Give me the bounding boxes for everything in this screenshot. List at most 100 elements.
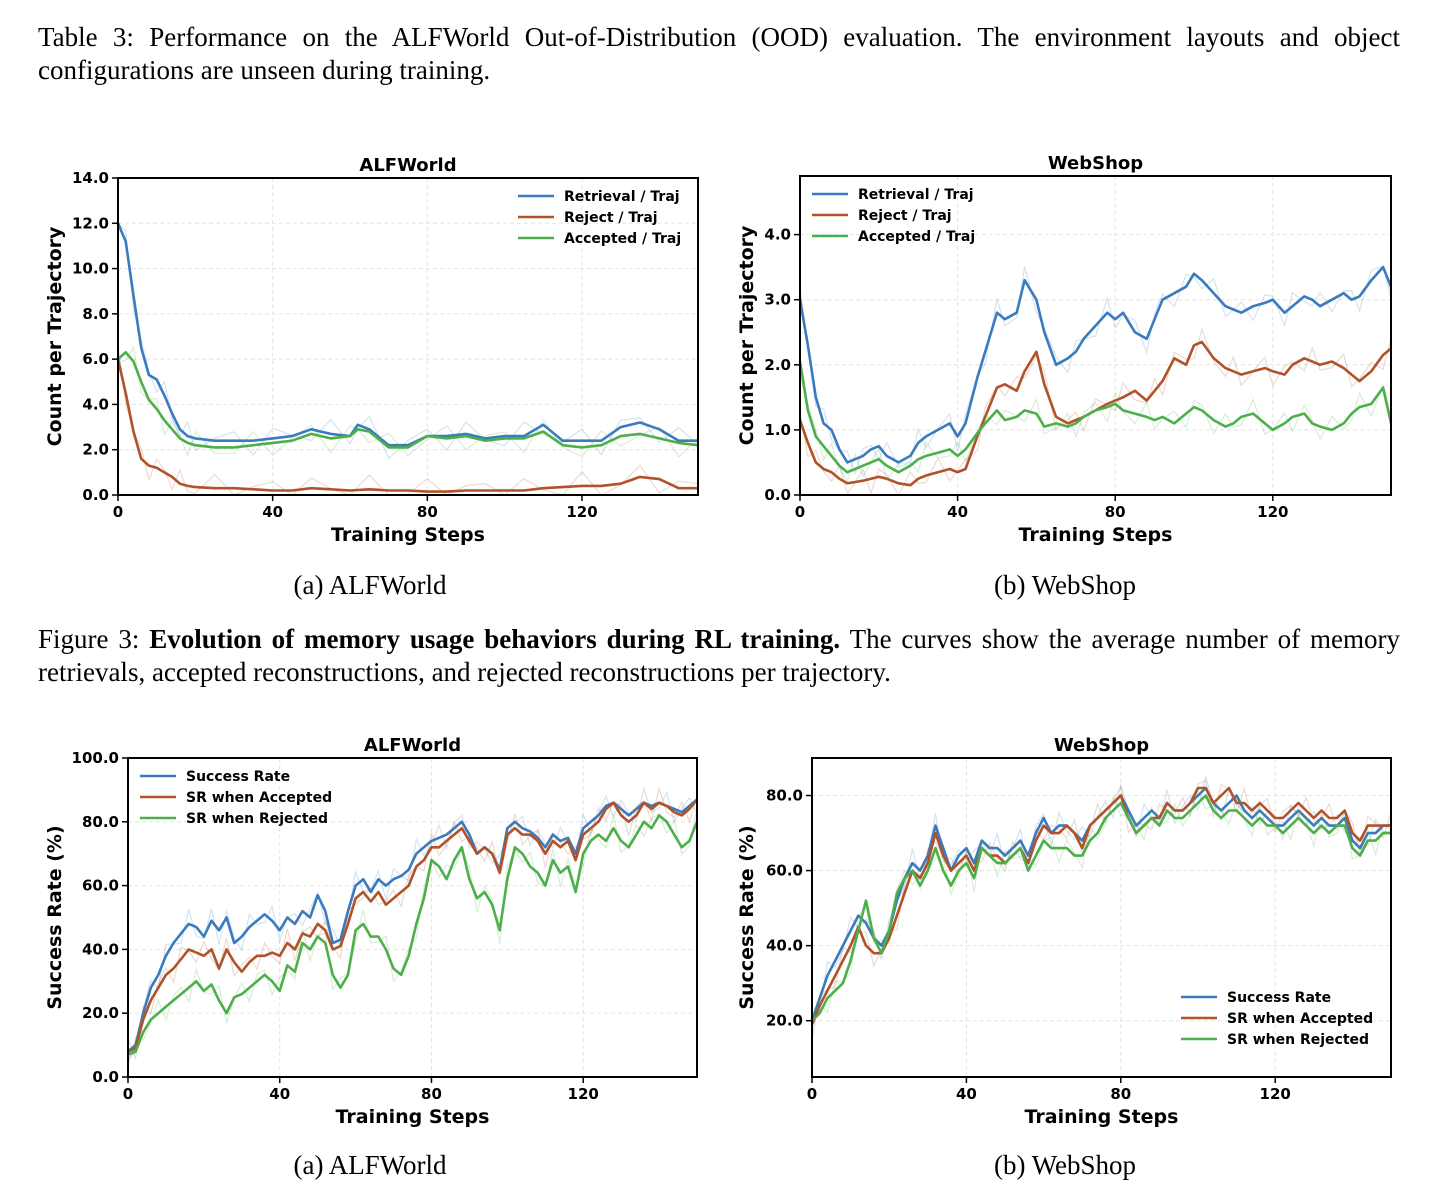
- chart-alfworld-counts: 0 40 80 120 0.0 2.0 4.0 6.0 8.0 10.0 12.0 14.0 ALFWo…: [38, 148, 708, 548]
- y-tick-label: 80.0: [766, 787, 803, 805]
- x-tick-label: 120: [566, 503, 597, 521]
- chart-webshop-counts: 0 40 80 120 0.0 1.0 2.0 3.0 4.0 WebShop Training S…: [728, 148, 1403, 548]
- chart-title: WebShop: [1048, 153, 1143, 174]
- series-line-0: [127, 798, 698, 1053]
- series-line-2: [811, 794, 1391, 1022]
- y-tick-label: 100.0: [72, 749, 119, 767]
- y-tick-label: 4.0: [82, 395, 109, 413]
- y-tick-label: 60.0: [82, 877, 119, 895]
- subcaption-b-webshop: (b) WebShop: [993, 570, 1137, 600]
- x-tick-label: 80: [1105, 503, 1126, 521]
- series-line-0: [116, 222, 698, 447]
- x-tick-label: 0: [807, 1085, 817, 1103]
- table-caption: Table 3: Performance on the ALFWorld Out…: [38, 22, 1400, 85]
- chart-webshop-success: 0 40 80 120 20.0 40.0 60.0 80.0 WebShop Training …: [728, 730, 1403, 1130]
- plot-frame: [127, 757, 698, 1078]
- x-axis-label: Training Steps: [331, 524, 485, 546]
- y-tick-label: 8.0: [82, 305, 109, 323]
- figure3-bold: Evolution of memory usage behaviors duri…: [149, 624, 841, 654]
- x-tick-label: 80: [1110, 1085, 1131, 1103]
- chart-svg: 0 40 80 120 20.0 40.0 60.0 80.0 WebShop Training …: [736, 735, 1392, 1128]
- legend-label: Retrieval / Traj: [564, 189, 680, 205]
- subcaption-b-webshop-2: (b) WebShop: [993, 1150, 1137, 1180]
- x-tick-label: 120: [568, 1085, 599, 1103]
- figure3-label: Figure 3:: [38, 624, 140, 654]
- y-tick-label: 20.0: [766, 1012, 803, 1030]
- subcaption-a-alfworld: (a) ALFWorld: [293, 570, 447, 600]
- x-axis-label: Training Steps: [1025, 1106, 1179, 1128]
- series-raw-line: [811, 788, 1392, 1020]
- series-line-2: [798, 361, 1393, 474]
- legend-label: Success Rate: [1227, 990, 1331, 1006]
- chart-title: WebShop: [1054, 735, 1149, 756]
- series-raw-line: [117, 222, 699, 460]
- series-line-1: [116, 358, 698, 493]
- series-raw-line: [799, 375, 1392, 483]
- legend-label: Accepted / Traj: [564, 231, 681, 247]
- y-tick-label: 12.0: [72, 214, 109, 232]
- chart-svg: 0 40 80 120 0.0 20.0 40.0 60.0 80.0 100.0 ALFWorld…: [44, 735, 699, 1128]
- legend-label: Reject / Traj: [858, 208, 952, 224]
- legend-label: SR when Accepted: [186, 790, 332, 806]
- y-tick-label: 40.0: [766, 937, 803, 955]
- legend-label: Reject / Traj: [564, 210, 658, 226]
- series-raw-line: [117, 345, 699, 458]
- chart-svg: 0 40 80 120 0.0 1.0 2.0 3.0 4.0 WebShop Training S…: [736, 153, 1393, 546]
- plot-frame: [799, 175, 1392, 496]
- legend-label: Accepted / Traj: [858, 229, 975, 245]
- series-line-1: [810, 786, 1391, 1025]
- y-axis-label: Success Rate (%): [44, 825, 66, 1009]
- y-tick-label: 0.0: [82, 486, 109, 504]
- y-axis-label: Success Rate (%): [736, 825, 758, 1009]
- y-tick-label: 1.0: [764, 421, 791, 439]
- legend-label: Retrieval / Traj: [858, 187, 974, 203]
- y-axis-label: Count per Trajectory: [44, 226, 66, 446]
- x-tick-label: 120: [1257, 503, 1288, 521]
- chart-title: ALFWorld: [359, 155, 456, 176]
- plot-frame: [117, 177, 699, 496]
- x-tick-label: 0: [113, 503, 123, 521]
- series-line-1: [127, 798, 699, 1053]
- legend-label: SR when Accepted: [1227, 1011, 1373, 1027]
- x-axis-label: Training Steps: [336, 1106, 490, 1128]
- y-tick-label: 3.0: [764, 291, 791, 309]
- y-tick-label: 20.0: [82, 1004, 119, 1022]
- y-tick-label: 6.0: [82, 350, 109, 368]
- x-tick-label: 0: [123, 1085, 133, 1103]
- x-tick-label: 40: [269, 1085, 290, 1103]
- y-tick-label: 4.0: [764, 226, 791, 244]
- figure3-caption: Figure 3: Evolution of memory usage beha…: [38, 623, 1400, 689]
- x-tick-label: 40: [262, 503, 283, 521]
- chart-alfworld-success: 0 40 80 120 0.0 20.0 40.0 60.0 80.0 100.0 ALFWorld…: [38, 730, 708, 1130]
- x-tick-label: 0: [795, 503, 805, 521]
- subcaption-a-alfworld-2: (a) ALFWorld: [293, 1150, 447, 1180]
- legend-label: SR when Rejected: [186, 811, 328, 827]
- y-tick-label: 10.0: [72, 260, 109, 278]
- series-raw-line: [799, 327, 1392, 497]
- y-tick-label: 0.0: [92, 1068, 119, 1086]
- y-tick-label: 2.0: [764, 356, 791, 374]
- plot-frame: [811, 757, 1392, 1078]
- legend-label: SR when Rejected: [1227, 1032, 1369, 1048]
- y-tick-label: 0.0: [764, 486, 791, 504]
- x-axis-label: Training Steps: [1019, 524, 1173, 546]
- y-tick-label: 40.0: [82, 940, 119, 958]
- series-line-0: [798, 265, 1393, 464]
- x-tick-label: 80: [421, 1085, 442, 1103]
- y-tick-label: 2.0: [82, 441, 109, 459]
- y-tick-label: 80.0: [82, 813, 119, 831]
- y-axis-label: Count per Trajectory: [736, 225, 758, 445]
- chart-title: ALFWorld: [364, 735, 461, 756]
- series-line-2: [117, 351, 699, 449]
- series-raw-line: [117, 344, 699, 496]
- y-tick-label: 60.0: [766, 862, 803, 880]
- y-tick-label: 14.0: [72, 169, 109, 187]
- legend-label: Success Rate: [186, 769, 290, 785]
- x-tick-label: 40: [947, 503, 968, 521]
- figure3-rest: The curves show the average number of me…: [38, 624, 1401, 687]
- chart-svg: 0 40 80 120 0.0 2.0 4.0 6.0 8.0 10.0 12.0 14.0 ALFWo…: [44, 155, 699, 546]
- x-tick-label: 40: [956, 1085, 977, 1103]
- x-tick-label: 80: [417, 503, 438, 521]
- series-line-2: [127, 814, 699, 1056]
- x-tick-label: 120: [1260, 1085, 1291, 1103]
